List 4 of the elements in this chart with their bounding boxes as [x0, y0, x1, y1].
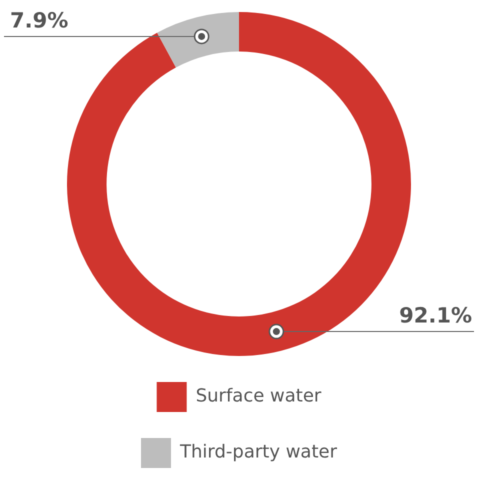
data-label: 7.9% [10, 8, 68, 32]
legend-label: Third-party water [179, 442, 338, 463]
legend-label: Surface water [196, 386, 322, 407]
data-label: 92.1% [399, 304, 472, 328]
